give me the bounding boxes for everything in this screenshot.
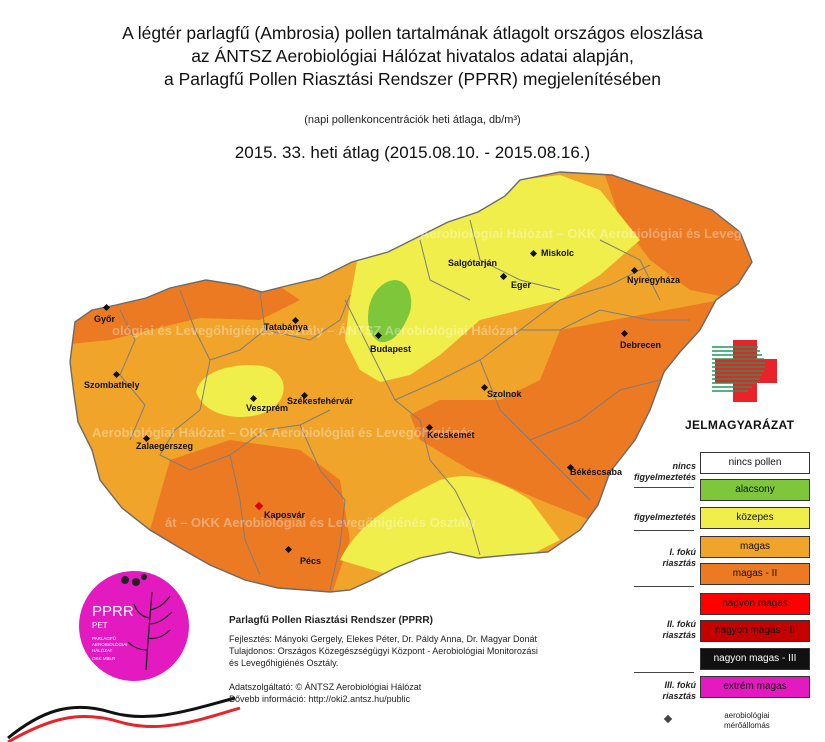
pprr-small-text: OKK MBLR bbox=[92, 656, 116, 661]
pprr-small-text: HÁLÓZAT bbox=[92, 647, 113, 653]
station-debrecen bbox=[620, 329, 629, 338]
legend-group-divider bbox=[634, 530, 694, 531]
pprr-title: PPRR bbox=[92, 603, 134, 620]
station-szombathely bbox=[112, 370, 121, 379]
watermark-line: ológiai és Levegőhigiénés Osztály – ÁNTS… bbox=[112, 323, 518, 338]
zone-kozepes-west bbox=[196, 365, 284, 417]
station-zalaegerszeg bbox=[142, 434, 151, 443]
title-line-3: a Parlagfű Pollen Riasztási Rendszer (PP… bbox=[163, 69, 662, 89]
station-markers bbox=[102, 249, 639, 554]
legend-title: JELMAGYARÁZAT bbox=[685, 418, 795, 432]
county-borders bbox=[119, 219, 690, 591]
station-eger bbox=[499, 272, 508, 281]
zone-alacsony bbox=[368, 280, 412, 343]
city-label-szombathely: Szombathely bbox=[84, 380, 140, 390]
swoosh-decoration bbox=[7, 696, 241, 742]
info-line: Tulajdonos: Országos Közegészségügyi Köz… bbox=[229, 646, 538, 656]
info-line: és Levegőhigiénés Osztály. bbox=[229, 658, 339, 668]
watermark-line: Aerobiológiai Hálózat – OKK Aerobiológia… bbox=[420, 226, 825, 241]
city-label-zalaegerszeg: Zalaegerszeg bbox=[136, 441, 194, 451]
city-label-gyor: Győr bbox=[94, 314, 116, 324]
legend-station-label: aerobiológiai mérőállomás bbox=[724, 711, 770, 730]
station-bekescsaba bbox=[566, 463, 575, 472]
legend-swatch-magas: magas bbox=[700, 536, 810, 558]
station-tatabanya bbox=[291, 316, 300, 325]
legend-group-figyelmeztetes: figyelmeztetés bbox=[633, 512, 696, 522]
pprr-small-text: AEROBIOLÓGIAI bbox=[92, 641, 128, 647]
city-label-kecskemet: Kecskemét bbox=[427, 430, 475, 440]
pprr-small-text: PARLAGFŰ bbox=[92, 635, 116, 641]
zone-kozepes-north bbox=[345, 175, 640, 382]
info-line: Fejlesztés: Mányoki Gergely, Elekes Péte… bbox=[229, 634, 537, 644]
watermark: Aerobiológiai Hálózat – OKK Aerobiológia… bbox=[92, 226, 825, 530]
legend-swatch-nincs: nincs pollen bbox=[700, 452, 810, 474]
legend-swatch-nagyon-magas-iii: nagyon magas - III bbox=[700, 648, 810, 670]
info-line: Adatszolgáltató: © ÁNTSZ Aerobiológiai H… bbox=[229, 682, 422, 692]
watermark-line: Aerobiológiai Hálózat – OKK Aerobiológia… bbox=[92, 425, 474, 440]
city-label-debrecen: Debrecen bbox=[620, 340, 662, 350]
city-label-eger: Eger bbox=[511, 280, 532, 290]
legend-group-divider bbox=[634, 487, 694, 488]
station-miskolc bbox=[529, 249, 538, 258]
week-label: 2015. 33. heti átlag (2015.08.10. - 2015… bbox=[234, 143, 591, 162]
city-label-budapest: Budapest bbox=[370, 344, 412, 354]
legend-swatch-nagyon-magas-ii: nagyon magas - II bbox=[700, 620, 810, 642]
zone-kozepes-south bbox=[340, 476, 560, 575]
pprr-sub: PET bbox=[92, 621, 108, 630]
city-label-miskolc: Miskolc bbox=[541, 248, 575, 258]
city-label-szolnok: Szolnok bbox=[487, 389, 522, 399]
info-line: Bővebb információ: http://oki2.antsz.hu/… bbox=[229, 694, 411, 704]
city-label-tatabanya: Tatabánya bbox=[264, 322, 308, 332]
station-veszprem bbox=[249, 394, 258, 403]
city-label-bekescsaba: Békéscsaba bbox=[570, 467, 623, 477]
legend-group-divider bbox=[634, 586, 694, 587]
station-pecs bbox=[284, 545, 293, 554]
title-line-2: az ÁNTSZ Aerobiológiai Hálózat hivatalos… bbox=[191, 46, 634, 66]
station-diamond-icon bbox=[663, 714, 673, 724]
station-szolnok bbox=[480, 383, 489, 392]
legend-swatch-extrem-magas: extrém magas bbox=[700, 676, 810, 698]
legend-group-iii-foku: III. fokú riasztás bbox=[662, 680, 696, 701]
station-gyor bbox=[102, 303, 111, 312]
station-budapest bbox=[374, 331, 383, 340]
station-szekesfehervar bbox=[300, 391, 309, 400]
city-label-kaposvar: Kaposvár bbox=[264, 510, 306, 520]
city-label-nyiregyhaza: Nyíregyháza bbox=[627, 275, 681, 285]
legend-group-divider bbox=[634, 672, 694, 673]
city-label-pecs: Pécs bbox=[300, 556, 322, 566]
info-block: Parlagfű Pollen Riasztási Rendszer (PPRR… bbox=[229, 615, 538, 705]
title-line-1: A légtér parlagfű (Ambrosia) pollen tart… bbox=[122, 23, 703, 43]
map-title: A légtér parlagfű (Ambrosia) pollen tart… bbox=[0, 22, 825, 91]
station-kaposvar bbox=[254, 501, 264, 511]
country-border bbox=[69, 171, 753, 593]
legend-swatch-nagyon-magas: nagyon magas bbox=[700, 593, 810, 615]
city-label-salgotarjan: Salgótarján bbox=[448, 258, 498, 268]
legend-swatch-magas-ii: magas - II bbox=[700, 563, 810, 585]
ragweed-plant-icon bbox=[127, 591, 173, 671]
city-label-veszprem: Veszprém bbox=[246, 403, 289, 413]
info-heading: Parlagfű Pollen Riasztási Rendszer (PPRR… bbox=[229, 615, 433, 626]
legend-swatch-alacsony: alacsony bbox=[700, 479, 810, 501]
watermark-line: át – OKK Aerobiológiai és Levegőhigiénés… bbox=[165, 515, 477, 530]
legend-swatch-kozepes: közepes bbox=[700, 507, 810, 529]
pprr-logo: PPRR PET PARLAGFŰ AEROBIOLÓGIAI HÁLÓZAT … bbox=[79, 571, 189, 681]
legend-group-nincs-figyelmeztetes: nincs figyelmeztetés bbox=[633, 461, 696, 482]
legend-group-i-foku: I. fokú riasztás bbox=[662, 547, 696, 568]
antsz-logo bbox=[712, 340, 777, 402]
legend-group-ii-foku: II. fokú riasztás bbox=[662, 619, 696, 640]
station-kecskemet bbox=[425, 423, 434, 432]
station-nyiregyhaza bbox=[630, 266, 639, 275]
city-label-szekesfehervar: Székesfehérvár bbox=[287, 396, 354, 406]
units-subtitle: (napi pollenkoncentrációk heti átlaga, d… bbox=[304, 114, 521, 126]
